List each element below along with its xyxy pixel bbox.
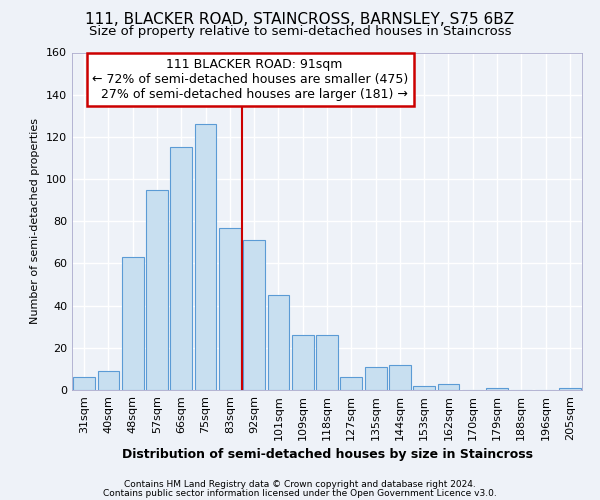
- Bar: [316, 335, 338, 390]
- Bar: [389, 364, 411, 390]
- Text: 111 BLACKER ROAD: 91sqm
← 72% of semi-detached houses are smaller (475)
  27% of: 111 BLACKER ROAD: 91sqm ← 72% of semi-de…: [92, 58, 409, 100]
- Y-axis label: Number of semi-detached properties: Number of semi-detached properties: [31, 118, 40, 324]
- Bar: [122, 257, 143, 390]
- Bar: [365, 367, 386, 390]
- Bar: [146, 190, 168, 390]
- Bar: [194, 124, 217, 390]
- Bar: [340, 378, 362, 390]
- Bar: [559, 388, 581, 390]
- Text: Contains public sector information licensed under the Open Government Licence v3: Contains public sector information licen…: [103, 489, 497, 498]
- X-axis label: Distribution of semi-detached houses by size in Staincross: Distribution of semi-detached houses by …: [121, 448, 533, 461]
- Bar: [268, 295, 289, 390]
- Bar: [170, 148, 192, 390]
- Bar: [243, 240, 265, 390]
- Bar: [413, 386, 435, 390]
- Bar: [292, 335, 314, 390]
- Bar: [486, 388, 508, 390]
- Bar: [97, 371, 119, 390]
- Text: Contains HM Land Registry data © Crown copyright and database right 2024.: Contains HM Land Registry data © Crown c…: [124, 480, 476, 489]
- Bar: [219, 228, 241, 390]
- Text: Size of property relative to semi-detached houses in Staincross: Size of property relative to semi-detach…: [89, 25, 511, 38]
- Text: 111, BLACKER ROAD, STAINCROSS, BARNSLEY, S75 6BZ: 111, BLACKER ROAD, STAINCROSS, BARNSLEY,…: [85, 12, 515, 28]
- Bar: [437, 384, 460, 390]
- Bar: [73, 378, 95, 390]
